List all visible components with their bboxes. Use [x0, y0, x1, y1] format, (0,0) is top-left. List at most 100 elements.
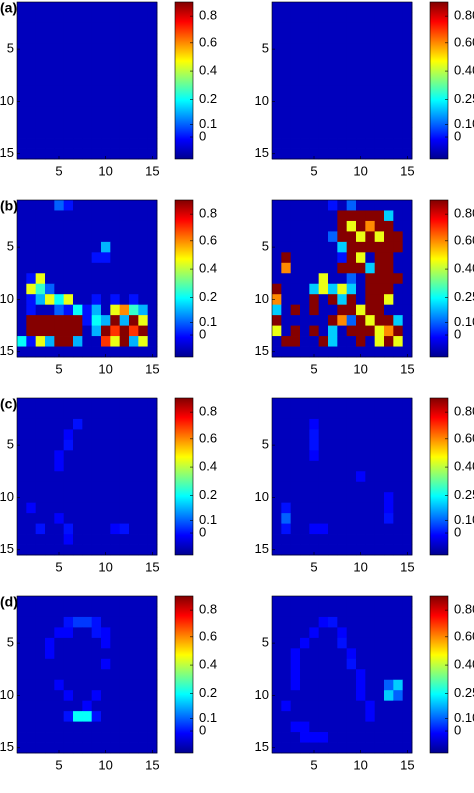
heatmap-cell [337, 315, 348, 326]
heatmap-cell [393, 544, 404, 556]
heatmap-cell [73, 96, 83, 108]
heatmap-cell [73, 742, 83, 754]
heatmap-cell [73, 117, 83, 128]
heatmap-cell [138, 408, 149, 420]
heatmap-cell [17, 523, 27, 535]
heatmap-cell [91, 544, 102, 556]
heatmap-cell [82, 241, 93, 253]
heatmap-cell [17, 22, 27, 34]
heatmap-cell [101, 200, 111, 211]
heatmap-cell [91, 336, 102, 347]
heatmap-cell [91, 2, 102, 13]
heatmap-cell [384, 200, 394, 211]
heatmap-cell [402, 492, 413, 504]
heatmap-cell [402, 408, 413, 420]
heatmap-cell [73, 418, 83, 430]
heatmap-cell [337, 648, 348, 660]
heatmap-cell [82, 648, 93, 660]
heatmap-cell [82, 492, 93, 504]
heatmap-cell [384, 210, 394, 222]
heatmap-cell [402, 304, 413, 316]
heatmap-cell [309, 418, 320, 430]
heatmap-cell [365, 429, 376, 441]
heatmap-cell [17, 12, 27, 24]
heatmap-cell [384, 534, 394, 545]
heatmap-cell [45, 408, 55, 420]
heatmap-cell [281, 616, 292, 628]
heatmap-cell [318, 138, 329, 149]
heatmap-cell [365, 711, 376, 722]
heatmap-cell [73, 481, 83, 493]
heatmap-cell [101, 471, 111, 483]
heatmap-cell [300, 502, 310, 514]
heatmap-cell [374, 534, 385, 545]
heatmap-cell [54, 54, 65, 66]
heatmap-cell [110, 12, 121, 24]
colorbar-tick-label: 0.1 [199, 512, 217, 527]
heatmap-cell [356, 627, 366, 639]
heatmap-cell [272, 54, 282, 66]
heatmap-cell [337, 471, 348, 483]
heatmap-cell [35, 690, 46, 702]
heatmap-cell [402, 54, 413, 66]
heatmap-cell [328, 336, 338, 347]
heatmap-cell [119, 596, 130, 607]
heatmap-cell [45, 502, 55, 514]
heatmap-cell [91, 22, 102, 34]
heatmap-cell [63, 220, 74, 232]
x-tick-label: 10 [353, 361, 367, 376]
heatmap-cell [290, 742, 301, 754]
heatmap-cell [35, 252, 46, 264]
heatmap-cell [365, 54, 376, 66]
heatmap-cell [393, 85, 404, 97]
x-tick-label: 10 [98, 163, 112, 178]
heatmap-cell [300, 127, 310, 139]
heatmap-cell [26, 429, 37, 441]
heatmap-cell [384, 460, 394, 472]
y-tick-label: 5 [262, 437, 269, 452]
heatmap-cell [300, 658, 310, 670]
heatmap-cell [290, 544, 301, 556]
heatmap-cell [365, 648, 376, 660]
heatmap-cell [393, 127, 404, 139]
heatmap-cell [318, 336, 329, 347]
heatmap-cell [138, 648, 149, 660]
heatmap-cell [281, 408, 292, 420]
heatmap-cell [309, 648, 320, 660]
heatmap-cell [73, 439, 83, 451]
heatmap-cell [110, 648, 121, 660]
heatmap-cell [318, 106, 329, 118]
y-tick-label: 10 [255, 291, 269, 306]
heatmap-cell [356, 64, 366, 76]
heatmap-cell [63, 336, 74, 347]
heatmap-cell [82, 596, 93, 607]
heatmap-cell [101, 606, 111, 618]
heatmap-cell [63, 679, 74, 691]
panel-label: (d) [0, 594, 18, 610]
heatmap-cell [365, 398, 376, 409]
heatmap-cell [272, 12, 282, 24]
heatmap-cell [337, 721, 348, 733]
heatmap-cell [91, 637, 102, 649]
y-tick-label: 5 [262, 41, 269, 56]
heatmap-cell [318, 2, 329, 13]
heatmap-cell [300, 33, 310, 45]
heatmap-cell [402, 2, 413, 13]
heatmap-cell [110, 502, 121, 514]
heatmap-cell [63, 241, 74, 253]
heatmap-cell [374, 669, 385, 681]
heatmap-cell [374, 127, 385, 139]
heatmap-cell [356, 96, 366, 108]
heatmap-cell [356, 669, 366, 681]
heatmap-cell [309, 596, 320, 607]
colorbar-tick-label: 0.25 [454, 685, 474, 700]
heatmap-cell [346, 690, 357, 702]
heatmap-cell [318, 346, 329, 358]
heatmap-cell [272, 96, 282, 108]
heatmap-cell [147, 502, 158, 514]
heatmap-cell [290, 460, 301, 472]
heatmap-cell [365, 220, 376, 232]
plot-frame [16, 397, 158, 556]
heatmap-cell [346, 711, 357, 722]
heatmap-cell [365, 721, 376, 733]
